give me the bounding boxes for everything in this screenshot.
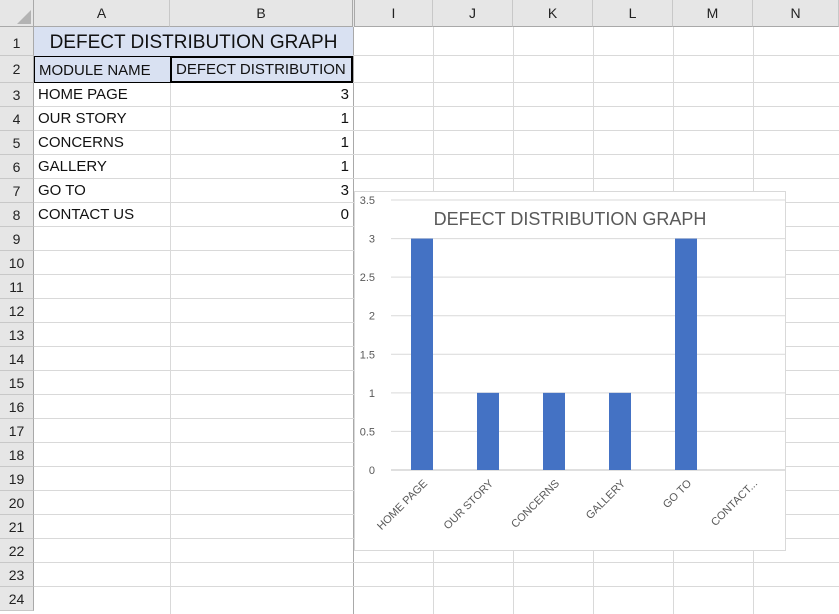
column-header-k[interactable]: K	[513, 0, 593, 27]
row-header-2[interactable]: 2	[0, 56, 34, 83]
row-header-20[interactable]: 20	[0, 491, 34, 515]
column-header-b[interactable]: B	[170, 0, 353, 27]
column-header-a[interactable]: A	[34, 0, 170, 27]
row-header-17[interactable]: 17	[0, 419, 34, 443]
row-header-16[interactable]: 16	[0, 395, 34, 419]
cell-defect-count[interactable]: 3	[340, 86, 349, 103]
column-header-i[interactable]: I	[355, 0, 433, 27]
gridline	[34, 154, 839, 155]
gridline	[34, 562, 839, 563]
cell-module-name[interactable]: CONCERNS	[38, 134, 124, 151]
y-tick-label: 3	[369, 234, 375, 246]
chart-canvas: DEFECT DISTRIBUTION GRAPH 0 0.5 1 1.5 2 2.5 3 3…	[360, 195, 785, 533]
gridline	[34, 55, 839, 56]
chart-bar[interactable]	[477, 392, 499, 470]
cell-module-name[interactable]: CONTACT US	[38, 206, 135, 223]
chart-bar[interactable]	[675, 238, 697, 470]
row-header-21[interactable]: 21	[0, 515, 34, 539]
x-category-label: CONTACT...	[709, 478, 760, 529]
x-category-label: GO TO	[661, 477, 695, 511]
y-tick-label: 3.5	[360, 195, 375, 207]
x-category-label: GALLERY	[584, 477, 629, 522]
row-header-7[interactable]: 7	[0, 179, 34, 203]
header-cell-defect-distribution[interactable]: DEFECT DISTRIBUTION	[170, 56, 353, 83]
cell-defect-count[interactable]: 3	[340, 182, 349, 199]
header-cell-module-name[interactable]: MODULE NAME	[34, 56, 171, 83]
row-header-4[interactable]: 4	[0, 107, 34, 131]
cell-defect-count[interactable]: 1	[340, 158, 349, 175]
row-header-23[interactable]: 23	[0, 563, 34, 587]
gridline	[34, 178, 839, 179]
y-tick-label: 0	[369, 465, 375, 477]
gridline	[34, 586, 839, 587]
select-all-corner[interactable]	[0, 0, 34, 27]
chart-title: DEFECT DISTRIBUTION GRAPH	[434, 209, 707, 229]
y-tick-label: 2.5	[360, 272, 375, 284]
gridline	[170, 27, 171, 614]
row-header-14[interactable]: 14	[0, 347, 34, 371]
cell-module-name[interactable]: OUR STORY	[38, 110, 127, 127]
chart-bar[interactable]	[609, 392, 631, 470]
column-header-l[interactable]: L	[593, 0, 673, 27]
hidden-columns-marker[interactable]	[352, 0, 355, 27]
y-tick-label: 2	[369, 311, 375, 323]
x-category-label: HOME PAGE	[375, 478, 430, 533]
sheet-title-cell[interactable]: DEFECT DISTRIBUTION GRAPH	[34, 27, 353, 56]
gridline	[353, 27, 354, 614]
row-header-18[interactable]: 18	[0, 443, 34, 467]
y-tick-label: 1	[369, 388, 375, 400]
row-header-12[interactable]: 12	[0, 299, 34, 323]
y-tick-label: 0.5	[360, 426, 375, 438]
row-header-6[interactable]: 6	[0, 155, 34, 179]
cell-module-name[interactable]: HOME PAGE	[38, 86, 128, 103]
row-header-11[interactable]: 11	[0, 275, 34, 299]
select-all-triangle-icon	[17, 10, 31, 24]
x-category-label: OUR STORY	[442, 477, 497, 532]
gridline	[34, 130, 839, 131]
cell-defect-count[interactable]: 1	[340, 134, 349, 151]
row-header-24[interactable]: 24	[0, 587, 34, 611]
row-header-15[interactable]: 15	[0, 371, 34, 395]
row-header-10[interactable]: 10	[0, 251, 34, 275]
row-header-8[interactable]: 8	[0, 203, 34, 227]
column-header-n[interactable]: N	[753, 0, 839, 27]
cell-module-name[interactable]: GO TO	[38, 182, 86, 199]
row-header-3[interactable]: 3	[0, 83, 34, 107]
row-header-5[interactable]: 5	[0, 131, 34, 155]
row-header-22[interactable]: 22	[0, 539, 34, 563]
chart-bar[interactable]	[411, 238, 433, 470]
gridline	[34, 106, 839, 107]
cell-defect-count[interactable]: 1	[340, 110, 349, 127]
row-header-19[interactable]: 19	[0, 467, 34, 491]
column-header-j[interactable]: J	[433, 0, 513, 27]
column-header-m[interactable]: M	[673, 0, 753, 27]
cell-module-name[interactable]: GALLERY	[38, 158, 107, 175]
gridline	[34, 82, 839, 83]
x-category-label: CONCERNS	[509, 478, 562, 531]
y-tick-label: 1.5	[360, 349, 375, 361]
defect-distribution-chart[interactable]: DEFECT DISTRIBUTION GRAPH 0 0.5 1 1.5 2 2.5 3 3…	[354, 191, 786, 551]
chart-bar[interactable]	[543, 392, 565, 470]
row-header-13[interactable]: 13	[0, 323, 34, 347]
row-header-1[interactable]: 1	[0, 27, 34, 56]
row-header-9[interactable]: 9	[0, 227, 34, 251]
cell-defect-count[interactable]: 0	[340, 206, 349, 223]
